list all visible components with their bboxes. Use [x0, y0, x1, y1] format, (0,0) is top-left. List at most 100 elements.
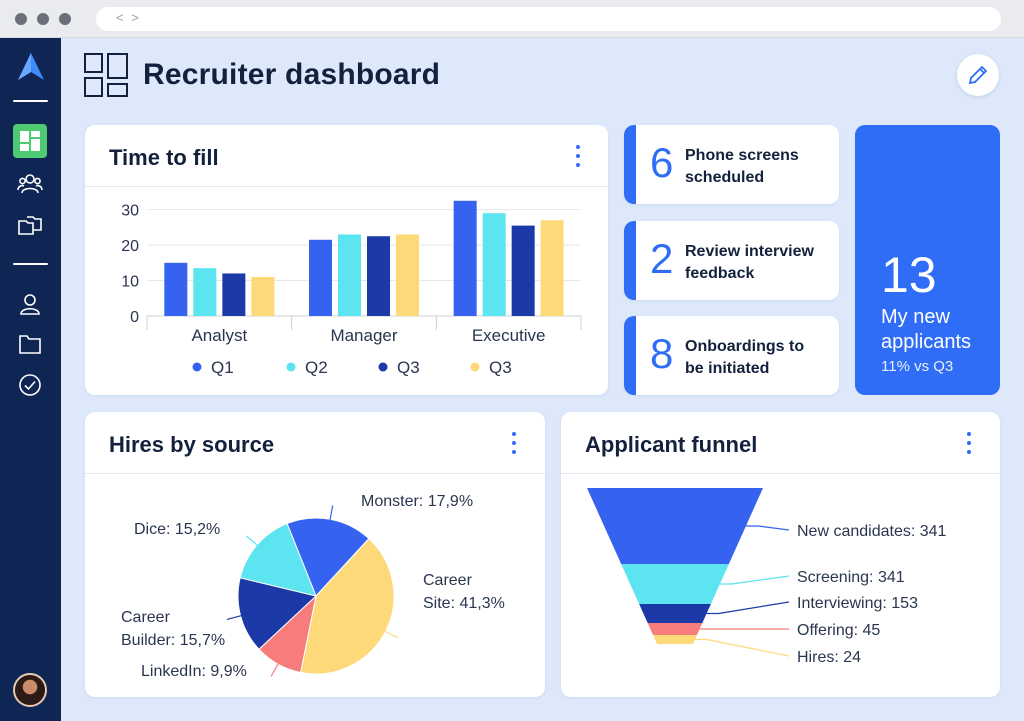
applicants-value: 13	[881, 247, 937, 303]
window-minimize-dot[interactable]	[37, 13, 49, 25]
card-title: Time to fill	[109, 145, 219, 170]
y-tick-label: 30	[121, 203, 139, 220]
pie-label-line2: Site: 41,3%	[423, 595, 505, 612]
bar-manager-4	[396, 234, 419, 316]
pie-leader-line	[270, 662, 280, 677]
pie-label-line1: Career	[423, 572, 473, 589]
bar-executive-2	[482, 213, 506, 316]
hires-by-source-card: Hires by source Monster: 17,9% Career Site…	[85, 412, 545, 697]
stat-accent-bar	[624, 221, 636, 300]
applicant-funnel-chart: New candidates: 341 Screening: 341 Intervi…	[587, 488, 947, 666]
funnel-label: Hires: 24	[797, 649, 861, 666]
app-logo-icon[interactable]	[15, 52, 47, 82]
bar-analyst-3	[222, 273, 246, 316]
x-tick-label: Manager	[330, 326, 397, 345]
applicants-label-line2: applicants	[881, 331, 972, 353]
legend-label: Q3	[489, 358, 512, 377]
bar-manager-1	[309, 239, 332, 316]
pie-label-line1: Career	[121, 609, 171, 626]
dashboard-layout-icon	[84, 53, 128, 97]
sidebar-item-dashboard[interactable]	[13, 124, 47, 158]
x-tick-label: Analyst	[191, 326, 247, 345]
sidebar-item-candidates[interactable]	[15, 169, 45, 199]
card-divider	[561, 473, 1000, 474]
people-icon	[17, 174, 43, 194]
card-title: Hires by source	[109, 432, 275, 457]
bar-analyst-2	[193, 268, 217, 316]
y-tick-label: 10	[121, 274, 139, 291]
funnel-leader-line	[694, 638, 790, 657]
pie-label-line2: Builder: 15,7%	[121, 632, 225, 649]
stat-label: Phone screens scheduled	[685, 145, 835, 189]
edit-button[interactable]	[957, 54, 999, 96]
applicants-label: My new applicants	[881, 305, 996, 355]
address-bar[interactable]: < >	[96, 7, 1001, 31]
funnel-leader-line	[745, 525, 790, 531]
page-title: Recruiter dashboard	[143, 58, 441, 91]
sidebar-item-jobs[interactable]	[15, 209, 45, 239]
browser-chrome: < >	[0, 0, 1024, 38]
applicants-label-line1: My new	[881, 306, 950, 328]
legend-label: Q3	[397, 358, 420, 377]
sidebar-item-files[interactable]	[15, 329, 45, 359]
pie-leader-line	[329, 505, 334, 522]
sidebar-item-profile[interactable]	[15, 289, 45, 319]
stat-onboardings[interactable]: 8 Onboardings to be initiated	[624, 316, 839, 395]
stat-value: 2	[650, 235, 674, 282]
funnel-stage-3	[639, 604, 711, 623]
bar-analyst-1	[164, 262, 188, 316]
more-vertical-icon[interactable]	[573, 143, 583, 171]
window-close-dot[interactable]	[15, 13, 27, 25]
bar-executive-3	[511, 225, 535, 316]
funnel-stage-1	[587, 488, 763, 564]
pie-leader-line	[383, 629, 399, 639]
dashboard-icon	[20, 131, 40, 151]
legend-marker	[470, 362, 480, 372]
funnel-label: Interviewing: 153	[797, 595, 918, 612]
pie-label: Monster: 17,9%	[361, 493, 473, 510]
stat-label-line2: be initiated	[685, 360, 770, 377]
legend-marker	[378, 362, 388, 372]
pie-leader-line	[226, 614, 243, 621]
folders-icon	[18, 216, 42, 235]
pie-leader-line	[246, 535, 259, 547]
applicant-funnel-card: Applicant funnel New candidates: 341 Scre…	[561, 412, 1000, 697]
new-applicants-card[interactable]: 13 My new applicants 11% vs Q3	[855, 125, 1000, 395]
card-title: Applicant funnel	[585, 432, 758, 457]
funnel-stage-5	[653, 635, 697, 644]
stat-value: 6	[650, 139, 674, 186]
legend-marker	[192, 362, 202, 372]
stat-label-line1: Phone screens	[685, 147, 799, 164]
funnel-label: Offering: 45	[797, 622, 880, 639]
stat-accent-bar	[624, 316, 636, 395]
sidebar-separator	[13, 263, 48, 265]
window-maximize-dot[interactable]	[59, 13, 71, 25]
funnel-label: New candidates: 341	[797, 523, 947, 540]
nav-arrows[interactable]: < >	[116, 10, 141, 25]
hires-by-source-pie-chart: Monster: 17,9% Career Site: 41,3% LinkedIn:…	[121, 493, 505, 680]
bar-executive-1	[453, 200, 477, 316]
pie-label: Dice: 15,2%	[134, 521, 220, 538]
stat-label: Review interview feedback	[685, 241, 835, 285]
more-vertical-icon[interactable]	[964, 430, 974, 458]
y-tick-label: 0	[130, 309, 139, 326]
sidebar-item-tasks[interactable]	[15, 370, 45, 400]
funnel-stage-4	[647, 623, 703, 635]
card-divider	[85, 186, 608, 187]
more-vertical-icon[interactable]	[509, 430, 519, 458]
funnel-leader-line	[719, 575, 790, 585]
stat-phone-screens[interactable]: 6 Phone screens scheduled	[624, 125, 839, 204]
legend-label: Q2	[305, 358, 328, 377]
user-icon	[20, 294, 40, 315]
pie-label: LinkedIn: 9,9%	[141, 663, 247, 680]
avatar[interactable]	[13, 673, 47, 707]
card-divider	[85, 473, 545, 474]
stat-review-feedback[interactable]: 2 Review interview feedback	[624, 221, 839, 300]
stat-label: Onboardings to be initiated	[685, 336, 835, 380]
stat-label-line1: Onboardings to	[685, 338, 805, 355]
bar-manager-2	[338, 234, 361, 316]
x-tick-label: Executive	[472, 326, 546, 345]
funnel-label: Screening: 341	[797, 569, 905, 586]
stat-value: 8	[650, 330, 674, 377]
sidebar	[0, 38, 61, 721]
